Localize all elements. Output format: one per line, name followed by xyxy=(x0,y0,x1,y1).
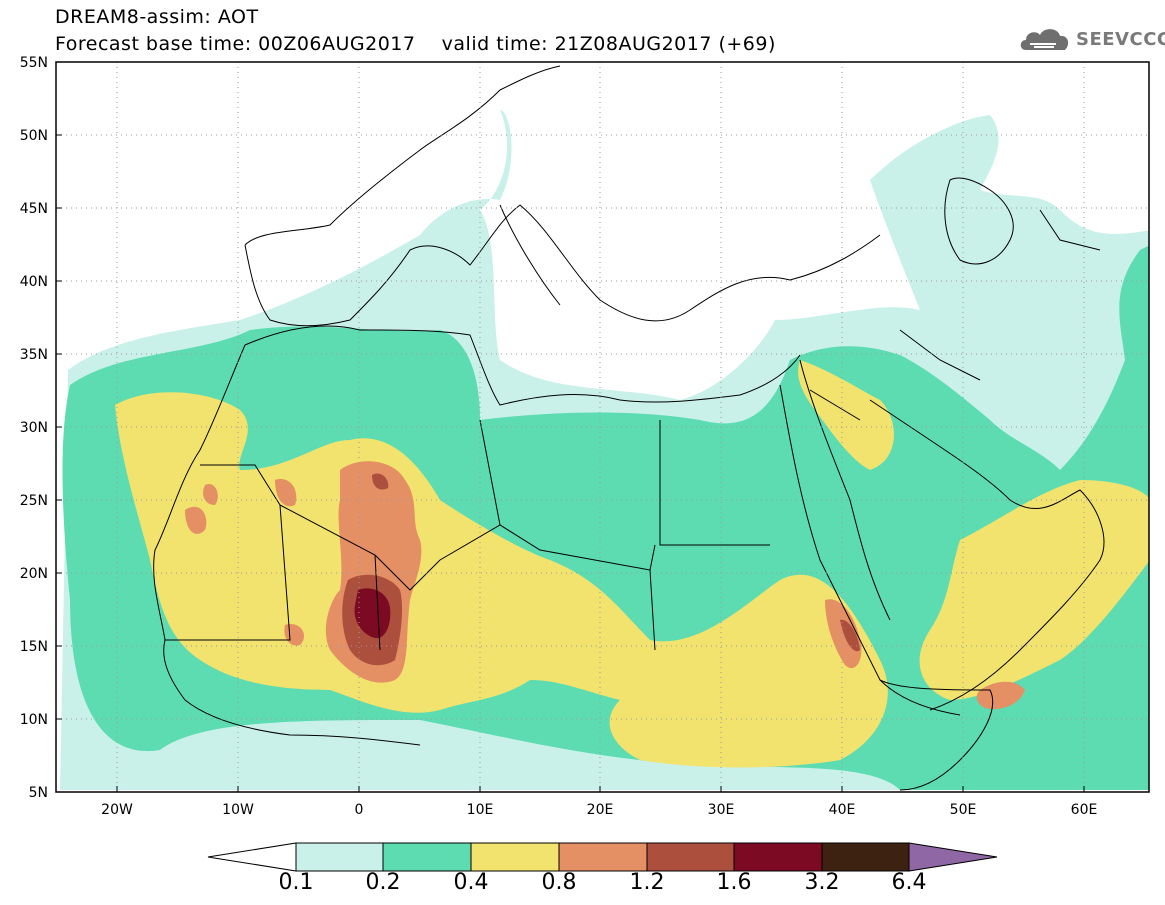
title-line2: Forecast base time: 00Z06AUG2017 valid t… xyxy=(55,33,776,55)
forecast-base-time: Forecast base time: 00Z06AUG2017 xyxy=(55,33,416,55)
logo-text: SEEVCCC xyxy=(1076,28,1165,50)
colorbar-swatch-3.2 xyxy=(821,842,910,872)
graticule xyxy=(56,62,1149,792)
borders-east xyxy=(809,209,1101,441)
europe-coast xyxy=(244,65,881,327)
aot-contour-0.4-arabia xyxy=(798,360,1149,700)
ytick-25N: 25N xyxy=(20,493,48,509)
coastlines xyxy=(153,65,1105,791)
seevccc-logo: SEEVCCC xyxy=(1018,24,1165,54)
cloud-icon xyxy=(1020,29,1069,50)
ytick-5N: 5N xyxy=(29,785,48,801)
colorbar-label-0.2: 0.2 xyxy=(365,870,401,895)
y-tick-labels: 55N 50N 45N 40N 35N 30N 25N 20N 15N 10N … xyxy=(20,55,48,801)
xtick-30E: 30E xyxy=(708,802,735,818)
arabia-coast xyxy=(929,439,1105,711)
colorbar-label-6.4: 6.4 xyxy=(891,870,927,895)
colorbar-label-1.6: 1.6 xyxy=(716,870,752,895)
colorbar-under-arrow xyxy=(207,842,297,872)
ytick-30N: 30N xyxy=(20,420,48,436)
xtick-20E: 20E xyxy=(587,802,614,818)
colorbar-over-arrow xyxy=(908,842,998,872)
aot-field xyxy=(60,110,1149,790)
colorbar-swatch-1.6 xyxy=(733,842,823,872)
colorbar-swatch-0.8 xyxy=(558,842,648,872)
x-tick-labels: 20W 10W 0 10E 20E 30E 40E 50E 60E xyxy=(101,802,1097,818)
ytick-10N: 10N xyxy=(20,712,48,728)
colorbar-label-3.2: 3.2 xyxy=(804,870,840,895)
africa-north-coast xyxy=(244,325,801,406)
valid-time: valid time: 21Z08AUG2017 (+69) xyxy=(441,33,776,55)
xtick-0: 0 xyxy=(355,802,364,818)
horn-africa xyxy=(879,679,994,791)
aot-contour-0.4 xyxy=(115,392,888,768)
colorbar-label-0.4: 0.4 xyxy=(453,870,489,895)
aot-contour-1.2 xyxy=(342,473,860,666)
caspian xyxy=(944,177,1014,265)
xtick-10W: 10W xyxy=(222,802,254,818)
title-line1: DREAM8-assim: AOT xyxy=(55,6,259,28)
borders-africa xyxy=(165,419,770,651)
colorbar-swatch-0.4 xyxy=(470,842,560,872)
colorbar-label-0.8: 0.8 xyxy=(541,870,577,895)
ytick-35N: 35N xyxy=(20,347,48,363)
colorbar-swatch-0.2 xyxy=(382,842,472,872)
ytick-20N: 20N xyxy=(20,566,48,582)
xtick-20W: 20W xyxy=(101,802,133,818)
ytick-50N: 50N xyxy=(20,128,48,144)
colorbar-swatch-1.2 xyxy=(646,842,735,872)
ytick-40N: 40N xyxy=(20,274,48,290)
xtick-40E: 40E xyxy=(829,802,856,818)
xtick-50E: 50E xyxy=(950,802,977,818)
xtick-60E: 60E xyxy=(1071,802,1098,818)
tick-marks xyxy=(56,61,1085,793)
colorbar-label-1.2: 1.2 xyxy=(629,870,665,895)
ytick-45N: 45N xyxy=(20,201,48,217)
aot-contour-1.6 xyxy=(354,588,391,639)
colorbar xyxy=(207,842,998,872)
ytick-55N: 55N xyxy=(20,55,48,71)
xtick-10E: 10E xyxy=(467,802,494,818)
colorbar-swatch-0.1 xyxy=(295,842,384,872)
red-sea xyxy=(779,359,961,716)
ytick-15N: 15N xyxy=(20,639,48,655)
colorbar-label-0.1: 0.1 xyxy=(278,870,314,895)
